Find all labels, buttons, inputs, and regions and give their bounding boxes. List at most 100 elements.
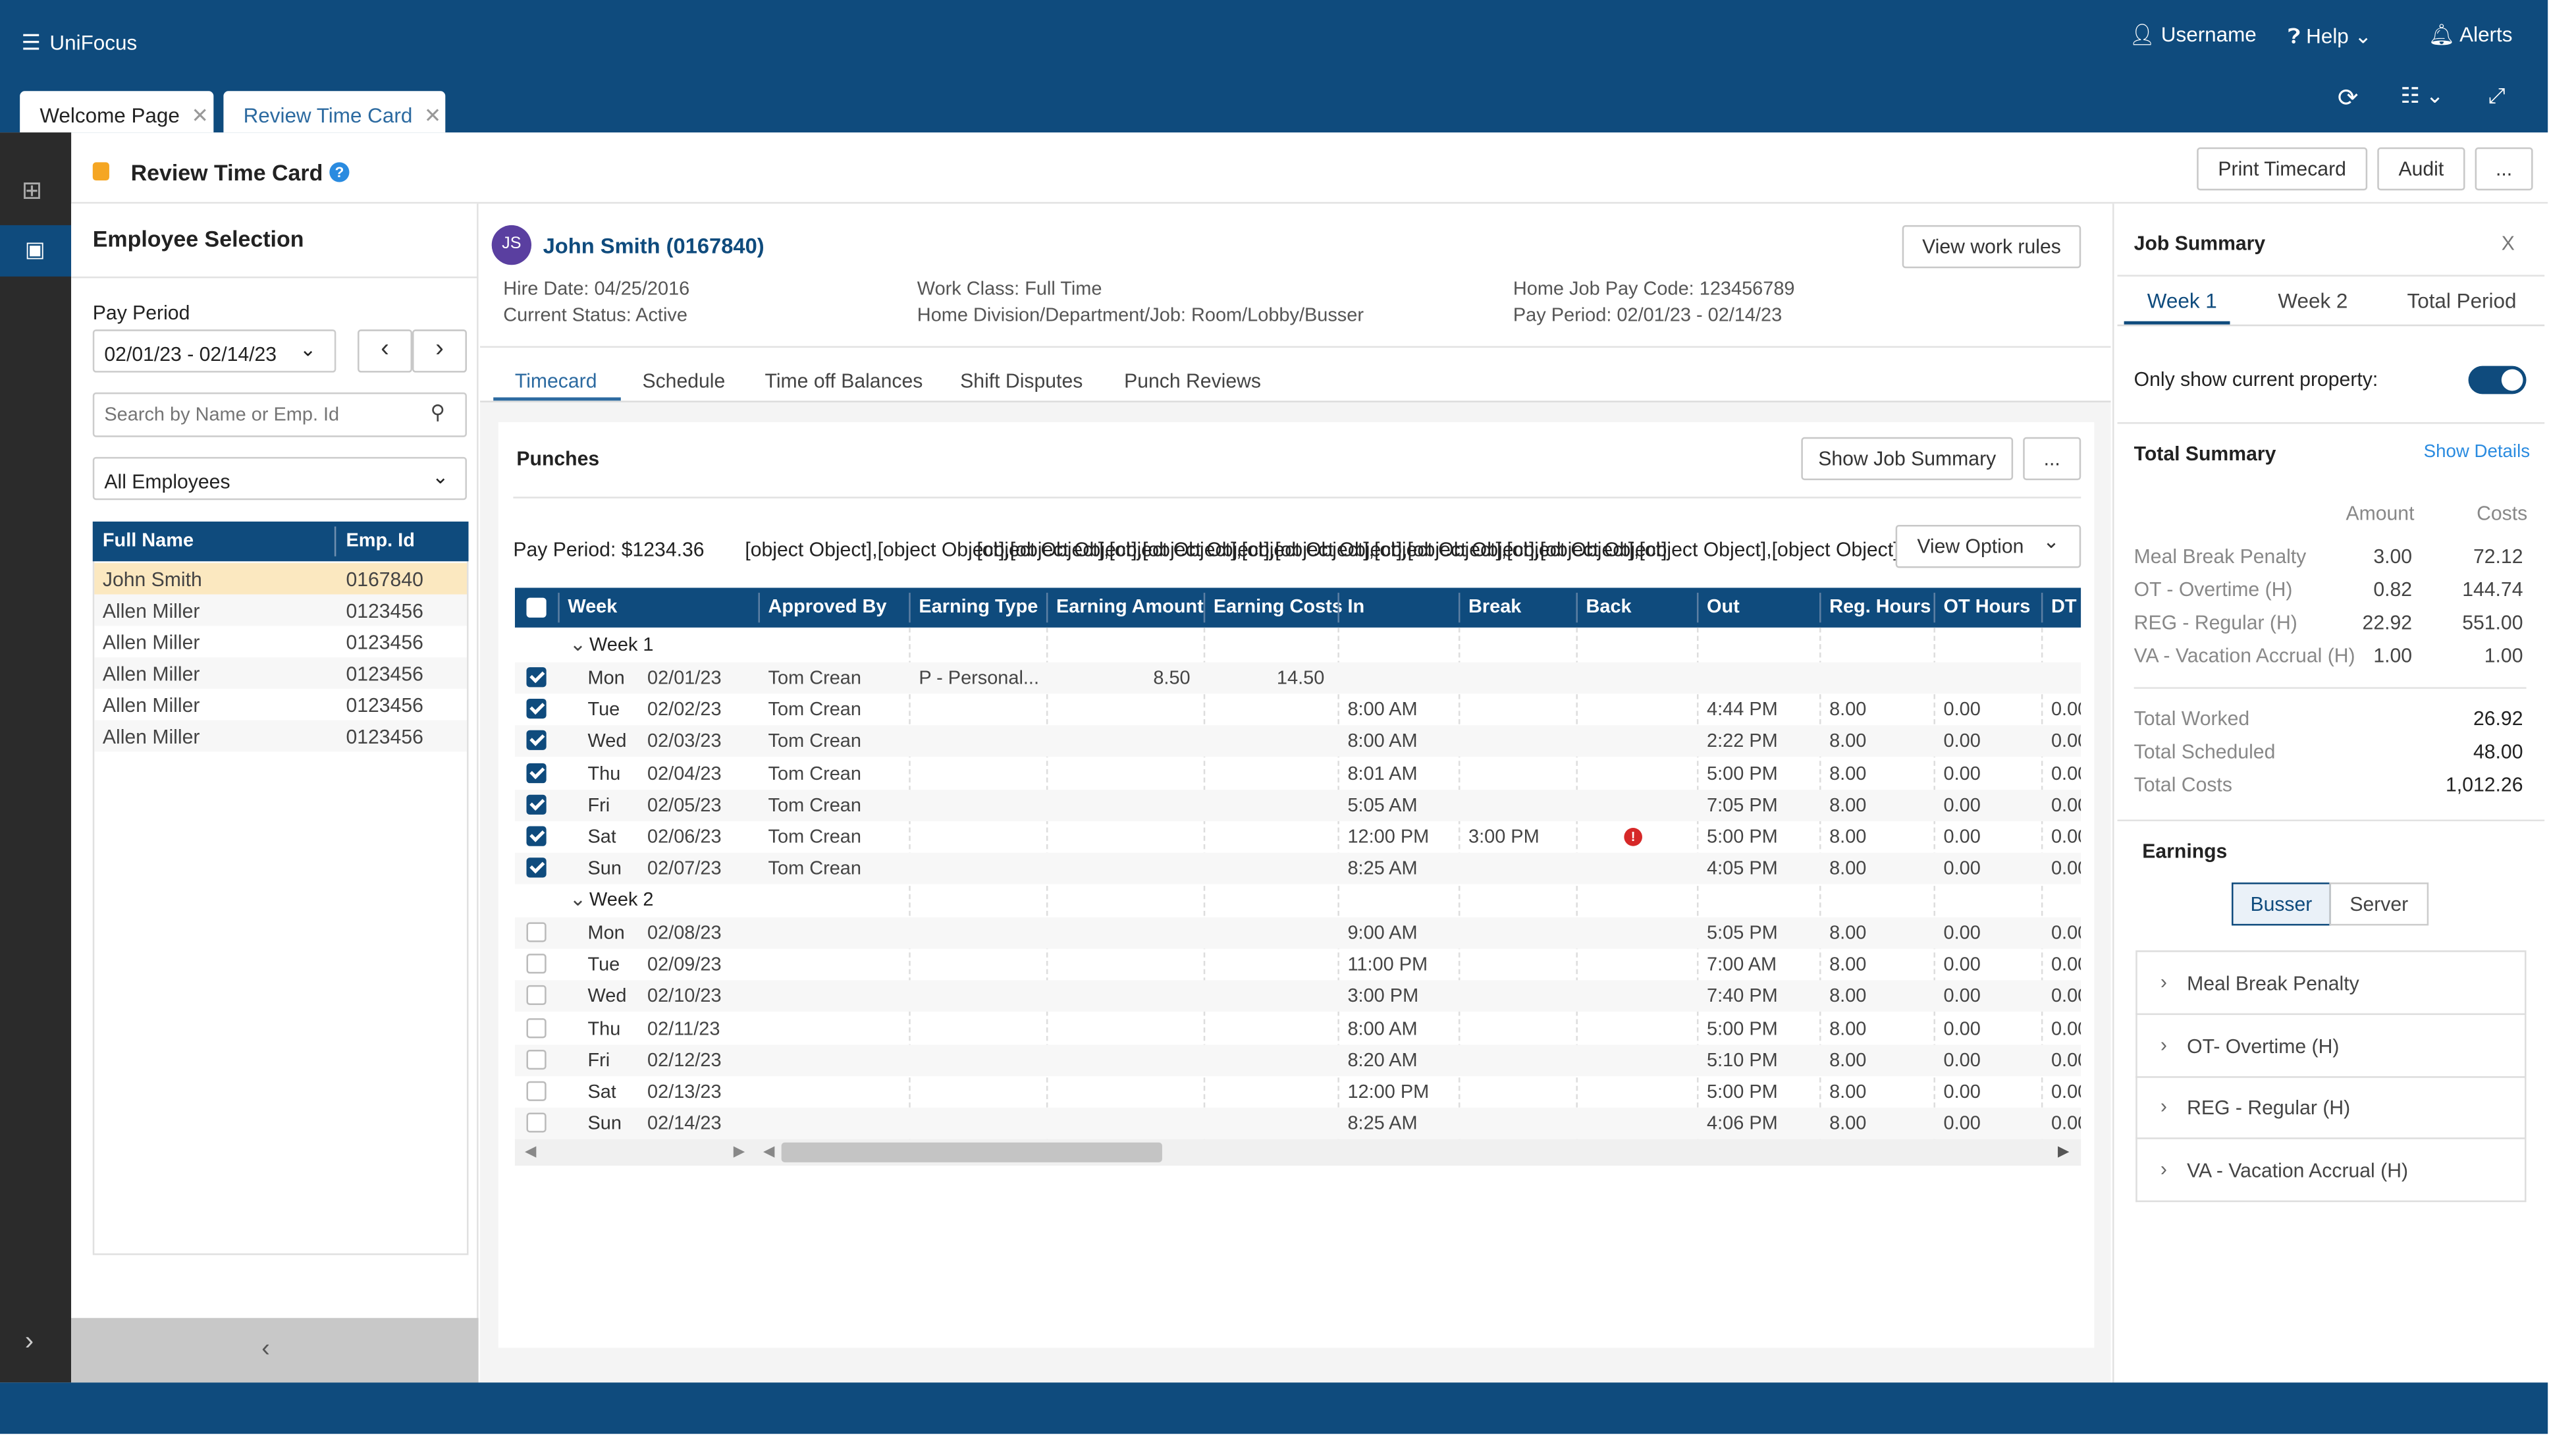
col-ot-hours[interactable]: OT Hours [1943, 597, 2031, 618]
punch-row[interactable]: Sun 02/14/23 8:25 AM 4:06 PM 8.00 0.00 0.00 [514, 1108, 2081, 1140]
week-group-row[interactable]: ⌄ Week 2 [515, 886, 2081, 917]
punch-row[interactable]: Sat 02/06/23 Tom Crean 12:00 PM 3:00 PM! 5:00… [515, 821, 2081, 853]
scroll-left-icon[interactable]: ◀ [524, 1142, 537, 1159]
punch-row[interactable]: Sun 02/07/23 Tom Crean 8:25 AM 4:05 PM 8.00 0.… [514, 853, 2081, 885]
col-dt-h[interactable]: DT H [2051, 597, 2077, 658]
tab-total-period[interactable]: Total Period [2407, 289, 2517, 313]
punch-row[interactable]: Tue 02/09/23 11:00 PM 7:00 AM 8.00 0.00 0.00 [515, 949, 2081, 981]
tab-week-2[interactable]: Week 2 [2278, 289, 2348, 313]
row-checkbox[interactable] [526, 1018, 547, 1038]
col-approved-by[interactable]: Approved By [768, 597, 887, 618]
col-out[interactable]: Out [1707, 597, 1740, 618]
view-work-rules-button[interactable]: View work rules [1902, 225, 2081, 269]
scroll-right-icon[interactable]: ▶ [2058, 1142, 2070, 1159]
chevron-right-icon[interactable]: › [24, 1328, 34, 1357]
scroll-right-icon[interactable]: ▶ [733, 1142, 745, 1159]
employee-row[interactable]: Allen Miller 0123456 [94, 626, 467, 657]
help-icon[interactable]: ? [329, 162, 350, 182]
segment-busser[interactable]: Busser [2232, 882, 2331, 926]
col-earning-amount[interactable]: Earning Amount [1056, 597, 1204, 618]
tab-review-time-card[interactable]: Review Time Card ✕ [223, 91, 446, 133]
help-menu[interactable]: ❓︎ Help ⌄ [2288, 24, 2372, 48]
collapse-panel-bar[interactable]: ‹ [71, 1318, 479, 1383]
punch-row[interactable]: Thu 02/04/23 Tom Crean 8:01 AM 5:00 PM 8.00 0.… [515, 757, 2081, 789]
print-timecard-button[interactable]: Print Timecard [2197, 147, 2368, 191]
row-checkbox[interactable] [526, 985, 547, 1006]
week-group-row[interactable]: ⌄ Week 1 [515, 631, 2081, 663]
punch-row[interactable]: Wed 02/03/23 Tom Crean 8:00 AM 2:22 PM 8.00 0.… [514, 726, 2081, 757]
close-icon[interactable]: ✕ [191, 104, 209, 128]
punch-row[interactable]: Wed 02/10/23 3:00 PM 7:40 PM 8.00 0.00 0.00 [514, 981, 2081, 1013]
user-menu[interactable]: 👤︎ Username [2129, 23, 2257, 47]
row-checkbox[interactable] [526, 667, 547, 688]
grid-icon[interactable]: ⊞ [21, 177, 43, 205]
row-checkbox[interactable] [526, 1049, 547, 1070]
horizontal-scrollbar[interactable]: ◀ ▶ ◀ ▶ [514, 1139, 2081, 1166]
current-property-toggle[interactable] [2468, 366, 2527, 394]
employee-name[interactable]: John Smith (0167840) [543, 233, 765, 259]
audit-button[interactable]: Audit [2377, 147, 2465, 191]
list-view-icon[interactable]: ☷ ⌄ [2400, 82, 2444, 108]
col-break[interactable]: Break [1468, 597, 1522, 618]
refresh-icon[interactable]: ⟳ [2337, 84, 2359, 113]
row-checkbox[interactable] [526, 1081, 547, 1101]
warning-icon[interactable]: ! [1624, 828, 1642, 846]
tab-punch-reviews[interactable]: Punch Reviews [1124, 369, 1262, 393]
tab-time-off-balances[interactable]: Time off Balances [765, 369, 923, 393]
show-details-link[interactable]: Show Details [2423, 442, 2531, 462]
tab-week-1[interactable]: Week 1 [2147, 289, 2217, 313]
earnings-accordion-item[interactable]: › Meal Break Penalty [2135, 952, 2527, 1016]
earnings-accordion-item[interactable]: › VA - Vacation Accrual (H) [2135, 1139, 2527, 1202]
view-option-select[interactable]: View Option ⌄ [1895, 524, 2081, 568]
chevron-down-icon[interactable]: ⌄ [569, 632, 587, 656]
row-checkbox[interactable] [526, 922, 547, 942]
punch-row[interactable]: Thu 02/11/23 8:00 AM 5:00 PM 8.00 0.00 0.00 [515, 1013, 2081, 1045]
punch-row[interactable]: Fri 02/12/23 8:20 AM 5:10 PM 8.00 0.00 0.00 [514, 1044, 2081, 1076]
close-icon[interactable]: X [2501, 231, 2515, 256]
col-earning-costs[interactable]: Earning Costs [1213, 597, 1343, 618]
row-checkbox[interactable] [526, 1112, 547, 1133]
punch-row[interactable]: Tue 02/02/23 Tom Crean 8:00 AM 4:44 PM 8.00 0.… [515, 694, 2081, 726]
punch-row[interactable]: Mon 02/01/23 Tom Crean P - Personal... 8.50 1… [514, 662, 2081, 694]
earnings-accordion-item[interactable]: › REG - Regular (H) [2135, 1076, 2527, 1140]
pay-period-select[interactable]: 02/01/23 - 02/14/23 ⌄ [92, 329, 336, 373]
col-back[interactable]: Back [1586, 597, 1632, 618]
col-week[interactable]: Week [568, 597, 618, 618]
punch-row[interactable]: Sat 02/13/23 12:00 PM 5:00 PM 8.00 0.00 0.00 [515, 1076, 2081, 1108]
next-period-button[interactable]: › [412, 329, 467, 373]
punch-row[interactable]: Mon 02/08/23 9:00 AM 5:05 PM 8.00 0.00 0.00 [514, 917, 2081, 949]
employee-row[interactable]: John Smith 0167840 [94, 562, 467, 595]
prev-period-button[interactable]: ‹ [358, 329, 413, 373]
alerts-menu[interactable]: 🔔︎ Alerts [2428, 23, 2513, 47]
row-checkbox[interactable] [526, 857, 547, 878]
tab-timecard[interactable]: Timecard [514, 369, 597, 393]
row-checkbox[interactable] [526, 762, 547, 783]
menu-icon[interactable]: ☰ [21, 30, 41, 55]
scroll-left-icon[interactable]: ◀ [763, 1142, 775, 1159]
segment-server[interactable]: Server [2329, 882, 2429, 926]
employee-row[interactable]: Allen Miller 0123456 [94, 594, 467, 626]
punch-row[interactable]: Fri 02/05/23 Tom Crean 5:05 AM 7:05 PM 8.00 0.… [514, 789, 2081, 821]
punches-more-button[interactable]: ... [2023, 437, 2081, 481]
rail-active-item[interactable]: ▣ [0, 225, 72, 277]
col-reg-hours[interactable]: Reg. Hours [1829, 597, 1931, 618]
col-full-name[interactable]: Full Name [102, 531, 194, 552]
employee-row[interactable]: Allen Miller 0123456 [94, 657, 467, 689]
row-checkbox[interactable] [526, 730, 547, 751]
employee-row[interactable]: Allen Miller 0123456 [94, 689, 467, 720]
tab-shift-disputes[interactable]: Shift Disputes [960, 369, 1083, 393]
employee-filter-select[interactable]: All Employees ⌄ [92, 456, 467, 501]
earnings-accordion-item[interactable]: › OT- Overtime (H) [2135, 1014, 2527, 1077]
employee-row[interactable]: Allen Miller 0123456 [94, 720, 467, 752]
select-all-checkbox[interactable] [526, 597, 547, 618]
tab-welcome-page[interactable]: Welcome Page ✕ [20, 91, 214, 133]
close-icon[interactable]: ✕ [423, 104, 442, 128]
row-checkbox[interactable] [526, 826, 547, 846]
search-input[interactable] [92, 392, 467, 437]
tab-schedule[interactable]: Schedule [642, 369, 726, 393]
row-checkbox[interactable] [526, 954, 547, 974]
col-earning-type[interactable]: Earning Type [919, 597, 1038, 618]
row-checkbox[interactable] [526, 699, 547, 719]
chevron-down-icon[interactable]: ⌄ [569, 887, 587, 911]
col-emp-id[interactable]: Emp. Id [346, 531, 415, 552]
